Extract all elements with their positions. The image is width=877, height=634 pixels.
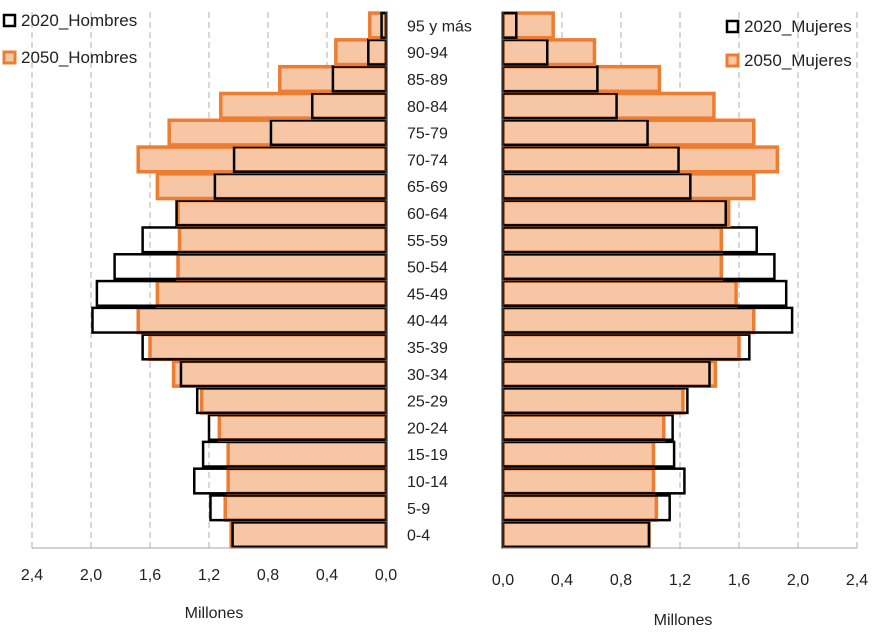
legend-2050-hombres-swatch xyxy=(2,50,17,65)
age-group-label: 30-34 xyxy=(407,367,448,384)
bar-2050-mujeres xyxy=(501,440,656,469)
bar-2050-mujeres xyxy=(501,225,724,254)
bar-2050-hombres xyxy=(136,306,388,335)
bar-2050-mujeres xyxy=(501,413,666,442)
age-group-label: 90-94 xyxy=(407,45,448,62)
right-axis-title: Millones xyxy=(654,612,713,629)
age-group-label: 65-69 xyxy=(407,179,448,196)
legend-2050-hombres: 2050_Hombres xyxy=(21,48,137,67)
age-group-label: 60-64 xyxy=(407,206,448,223)
bar-2050-hombres xyxy=(155,279,388,308)
bar-2050-hombres xyxy=(171,359,388,388)
age-group-label: 75-79 xyxy=(407,126,448,143)
age-group-label: 5-9 xyxy=(407,501,430,518)
left-tick-label: 2,4 xyxy=(21,567,43,584)
bar-2050-mujeres xyxy=(501,306,756,335)
right-tick-label: 0,8 xyxy=(610,572,632,589)
age-group-label: 10-14 xyxy=(407,474,448,491)
bar-2050-hombres xyxy=(223,493,388,522)
age-group-label: 35-39 xyxy=(407,340,448,357)
left-tick-label: 1,6 xyxy=(139,567,161,584)
bar-2050-hombres xyxy=(229,520,388,549)
age-group-label: 50-54 xyxy=(407,260,448,277)
bar-2050-mujeres xyxy=(501,332,741,362)
right-tick-label: 2,0 xyxy=(787,572,809,589)
bar-2050-mujeres xyxy=(501,359,718,388)
bar-2050-hombres xyxy=(176,252,388,281)
bar-2050-hombres xyxy=(219,91,388,120)
bar-2050-hombres xyxy=(199,386,388,415)
legend-2050-mujeres-swatch xyxy=(725,53,740,68)
age-group-label: 45-49 xyxy=(407,286,448,303)
age-group-label: 70-74 xyxy=(407,152,448,169)
right-tick-label: 1,6 xyxy=(728,572,750,589)
right-tick-label: 2,4 xyxy=(846,572,868,589)
age-group-label: 25-29 xyxy=(407,394,448,411)
left-tick-label: 0,8 xyxy=(257,567,279,584)
bar-2050-mujeres xyxy=(501,252,724,281)
right-tick-label: 1,2 xyxy=(669,572,691,589)
bar-2050-hombres xyxy=(148,332,388,362)
bar-2050-mujeres xyxy=(501,172,756,201)
bar-2050-mujeres xyxy=(501,11,555,40)
age-group-label: 55-59 xyxy=(407,233,448,250)
bar-2050-hombres xyxy=(217,413,388,442)
legend-2020-mujeres: 2020_Mujeres xyxy=(744,17,852,36)
left-tick-label: 1,2 xyxy=(198,567,220,584)
legend-2020-mujeres-swatch xyxy=(725,19,740,34)
bar-2050-mujeres xyxy=(501,466,656,496)
age-group-label: 95 y más xyxy=(407,18,472,35)
bar-2050-mujeres xyxy=(501,198,731,228)
bar-2050-mujeres xyxy=(501,91,716,120)
bar-2050-mujeres xyxy=(501,386,685,415)
bar-2050-hombres xyxy=(368,11,388,40)
age-group-label: 40-44 xyxy=(407,313,448,330)
age-group-label: 20-24 xyxy=(407,420,448,437)
left-tick-label: 2,0 xyxy=(80,567,102,584)
legend-2020-hombres-swatch xyxy=(2,13,17,28)
bar-2050-mujeres xyxy=(501,520,651,549)
age-group-label: 0-4 xyxy=(407,528,430,545)
right-tick-label: 0,0 xyxy=(492,572,514,589)
bar-2050-hombres xyxy=(176,198,388,228)
bar-2050-hombres xyxy=(167,118,388,147)
bar-2050-mujeres xyxy=(501,145,780,174)
left-tick-label: 0,4 xyxy=(316,567,338,584)
legend-2050-mujeres: 2050_Mujeres xyxy=(744,51,852,70)
bar-2050-hombres xyxy=(177,225,388,254)
left-tick-label: 0,0 xyxy=(375,567,397,584)
age-group-label: 80-84 xyxy=(407,99,448,116)
legend-2020-hombres: 2020_Hombres xyxy=(21,11,137,30)
bar-2050-mujeres xyxy=(501,64,662,94)
age-group-label: 15-19 xyxy=(407,447,448,464)
left-axis-title: Millones xyxy=(185,605,244,622)
bar-2050-hombres xyxy=(334,38,388,67)
bar-2050-mujeres xyxy=(501,38,597,67)
age-group-label: 85-89 xyxy=(407,72,448,89)
bar-2050-hombres xyxy=(136,145,388,174)
bar-2050-hombres xyxy=(155,172,388,201)
bar-2050-mujeres xyxy=(501,279,738,308)
right-tick-label: 0,4 xyxy=(551,572,573,589)
bar-2050-hombres xyxy=(226,466,388,496)
bar-2050-mujeres xyxy=(501,118,756,147)
bar-2050-mujeres xyxy=(501,493,659,522)
bar-2050-hombres xyxy=(226,440,388,469)
